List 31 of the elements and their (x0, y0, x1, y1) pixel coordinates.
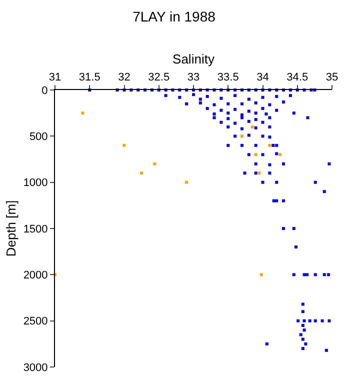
point (250, 125, 254, 128)
y-tick-label: 1000 (23, 177, 48, 190)
y-tick-label: 0 (42, 84, 48, 97)
point (254, 153, 258, 156)
y-tick-label: 2000 (23, 270, 48, 282)
point (258, 172, 261, 175)
x-tick-label: 31 (48, 72, 62, 84)
point (153, 162, 156, 166)
point (240, 134, 244, 138)
x-tick-label: 31.5 (78, 72, 100, 84)
point (140, 172, 144, 175)
point (185, 180, 188, 184)
x-tick-label: 34.5 (286, 72, 308, 84)
chart-title: 7LAY in 1988 (132, 8, 216, 24)
x-tick-label: 32.5 (148, 72, 170, 84)
point (260, 273, 263, 276)
y-axis-title: Depth [m] (3, 200, 18, 257)
x-tick-label: 33 (187, 72, 200, 84)
y-tick-label: 3000 (23, 362, 48, 374)
y-tick-label: 500 (29, 131, 48, 144)
point (268, 144, 272, 147)
point (81, 112, 84, 115)
x-tick-label: 34 (256, 72, 269, 84)
x-tick-label: 32 (118, 72, 130, 84)
point (122, 144, 126, 147)
y-tick-label: 2500 (23, 316, 48, 328)
point (278, 153, 282, 156)
x-tick-label: 35 (326, 72, 338, 84)
x-axis-title: Salinity (172, 52, 215, 67)
y-tick-label: 1500 (23, 223, 48, 236)
x-tick-label: 33.5 (217, 72, 239, 84)
